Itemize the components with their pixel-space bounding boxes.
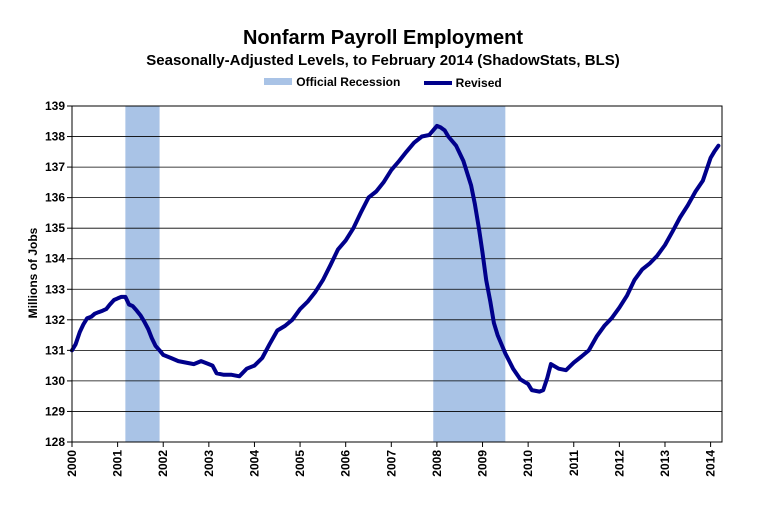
legend-swatch-recession <box>264 78 293 85</box>
recession-band-2 <box>433 106 506 442</box>
y-tick-label-135: 135 <box>45 221 65 235</box>
axes: 128 129 130 131 132 133 134 135 136 137 138 139 2000… <box>45 99 723 477</box>
y-tick-label-137: 137 <box>45 160 65 174</box>
y-tick-label-136: 136 <box>45 191 65 205</box>
x-tick-label-2011: 2011 <box>567 450 581 476</box>
y-tick-label-138: 138 <box>45 130 65 144</box>
x-tick-label-2009: 2009 <box>476 450 490 477</box>
x-tick-label-2010: 2010 <box>521 450 535 477</box>
y-tick-label-133: 133 <box>45 282 65 296</box>
plot-border <box>71 105 723 443</box>
recession-band-1 <box>125 106 160 442</box>
x-tick-label-2012: 2012 <box>612 450 626 477</box>
x-tick-label-2007: 2007 <box>384 450 398 477</box>
y-tick-label-132: 132 <box>45 313 65 327</box>
legend-item-recession: Official Recession <box>264 75 400 89</box>
y-tick-label-129: 129 <box>45 404 65 418</box>
chart-subtitle: Seasonally-Adjusted Levels, to February … <box>146 52 620 69</box>
legend-swatch-revised <box>423 81 452 85</box>
x-tick-label-2008: 2008 <box>430 450 444 477</box>
chart-title: Nonfarm Payroll Employment <box>242 27 524 49</box>
y-tick-label-128: 128 <box>45 435 65 449</box>
x-tick-label-2013: 2013 <box>658 450 672 477</box>
legend-label-recession: Official Recession <box>296 74 401 89</box>
legend: Official Recession Revised <box>0 74 766 90</box>
x-tick-label-2002: 2002 <box>156 450 170 477</box>
x-tick-label-2004: 2004 <box>247 450 261 477</box>
x-tick-label-2001: 2001 <box>111 450 125 477</box>
gridlines <box>72 105 722 443</box>
x-tick-label-2014: 2014 <box>704 450 718 477</box>
y-tick-label-130: 130 <box>45 374 65 388</box>
legend-item-revised: Revised <box>423 76 502 90</box>
series-line-revised <box>70 123 721 394</box>
x-tick-label-2005: 2005 <box>293 450 307 477</box>
x-tick-label-2000: 2000 <box>65 450 79 477</box>
legend-label-revised: Revised <box>455 76 502 90</box>
y-tick-label-131: 131 <box>45 343 65 357</box>
series-layer <box>70 123 721 394</box>
x-tick-label-2006: 2006 <box>339 450 353 477</box>
recession-bands <box>125 106 506 442</box>
y-tick-label-139: 139 <box>45 99 65 113</box>
x-tick-label-2003: 2003 <box>202 450 216 477</box>
y-tick-label-134: 134 <box>45 252 65 266</box>
y-axis-label: Millions of Jobs <box>26 227 40 318</box>
